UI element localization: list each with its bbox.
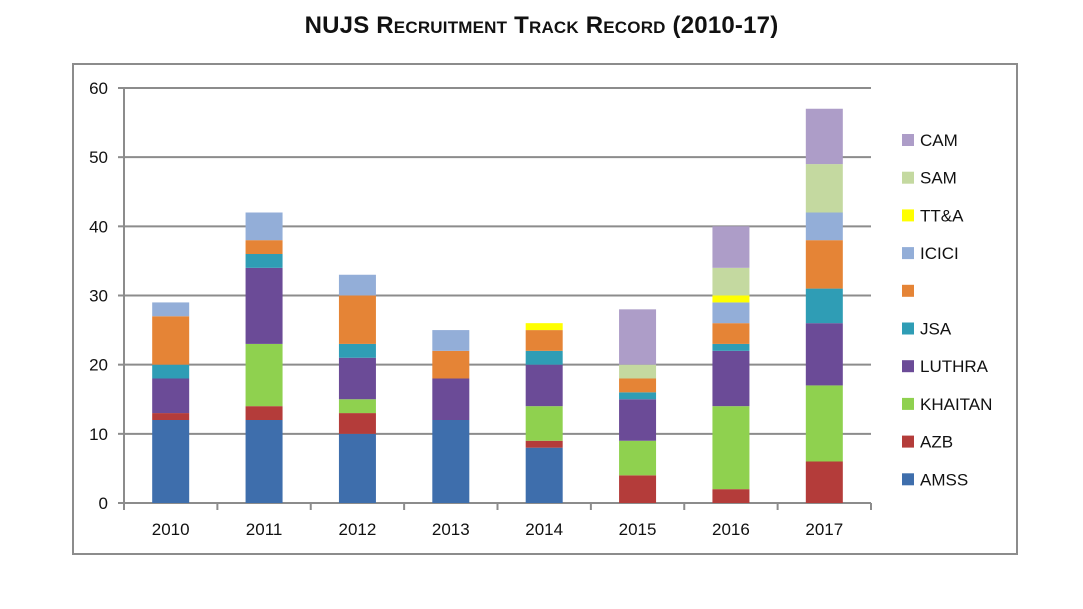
bar-segment-2012-series-5 — [338, 295, 376, 344]
legend-label: JSA — [920, 320, 952, 339]
legend-label: ICICI — [920, 244, 959, 263]
bar-segment-2012-luthra — [338, 357, 376, 400]
legend-swatch-azb — [902, 435, 914, 448]
bar-segment-2014-khaitan — [525, 406, 563, 441]
x-tick-label: 2016 — [712, 520, 750, 539]
bar-segment-2015-khaitan — [619, 440, 657, 476]
bar-segment-2016-tt-a — [712, 295, 750, 303]
legend-label: CAM — [920, 131, 958, 150]
legend-label: AZB — [920, 433, 953, 452]
y-tick-label: 30 — [89, 287, 108, 306]
bar-segment-2012-icici — [338, 274, 376, 296]
bar-segment-2012-azb — [338, 413, 376, 434]
bar-segment-2017-khaitan — [805, 385, 843, 462]
bar-segment-2011-icici — [245, 212, 283, 241]
bar-segment-2010-azb — [152, 413, 190, 420]
bar-segment-2016-khaitan — [712, 406, 750, 490]
x-tick-label: 2012 — [339, 520, 377, 539]
x-tick-label: 2014 — [525, 520, 563, 539]
bar-segment-2014-series-5 — [525, 330, 563, 351]
bar-segment-2010-jsa — [152, 364, 190, 379]
legend-label: LUTHRA — [920, 357, 989, 376]
bar-segment-2017-cam — [805, 108, 843, 165]
bar-segment-2017-luthra — [805, 323, 843, 386]
y-tick-label: 60 — [89, 79, 108, 98]
legend-swatch-icici — [902, 247, 914, 260]
y-tick-label: 0 — [99, 494, 108, 513]
bar-segment-2010-series-5 — [152, 316, 190, 365]
legend-swatch-jsa — [902, 322, 914, 335]
bar-segment-2015-jsa — [619, 392, 657, 400]
bar-segment-2013-amss — [432, 420, 470, 503]
legend-label: TT&A — [920, 206, 964, 225]
bar-segment-2011-amss — [245, 420, 283, 503]
bar-segment-2013-luthra — [432, 378, 470, 420]
x-tick-label: 2011 — [246, 520, 283, 539]
legend-label: SAM — [920, 169, 957, 188]
x-tick-label: 2013 — [432, 520, 470, 539]
bar-segment-2015-sam — [619, 364, 657, 379]
chart-title: NUJS Recruitment Track Record (2010-17) — [304, 12, 779, 39]
bar-segment-2016-series-5 — [712, 323, 750, 344]
legend-swatch-sam — [902, 171, 914, 184]
legend-swatch-khaitan — [902, 397, 914, 410]
bar-segment-2015-azb — [619, 475, 657, 503]
x-tick-label: 2015 — [619, 520, 657, 539]
bar-segment-2014-amss — [525, 447, 563, 503]
bar-segment-2011-luthra — [245, 267, 283, 344]
bar-segment-2017-sam — [805, 164, 843, 213]
legend-swatch-cam — [902, 134, 914, 146]
y-tick-label: 10 — [89, 425, 108, 444]
bar-segment-2015-cam — [619, 309, 657, 365]
bar-segment-2017-icici — [805, 212, 843, 241]
legend-swatch-luthra — [902, 360, 914, 373]
y-tick-label: 20 — [89, 356, 108, 375]
legend-label: KHAITAN — [920, 395, 992, 414]
bar-segment-2014-tt-a — [525, 323, 563, 331]
bar-segment-2014-azb — [525, 440, 563, 448]
bar-segment-2011-series-5 — [245, 240, 283, 254]
bar-segment-2013-series-5 — [432, 350, 470, 379]
bar-segment-2017-jsa — [805, 288, 843, 324]
bar-segment-2014-luthra — [525, 364, 563, 407]
bar-segment-2017-series-5 — [805, 240, 843, 289]
bar-segment-2016-jsa — [712, 343, 750, 351]
bar-segment-2012-khaitan — [338, 399, 376, 414]
legend-swatch-tt-a — [902, 209, 914, 222]
bar-segment-2016-sam — [712, 267, 750, 296]
bar-segment-2012-amss — [338, 433, 376, 503]
y-tick-label: 40 — [89, 217, 108, 236]
bar-segment-2016-luthra — [712, 350, 750, 407]
bar-segment-2010-luthra — [152, 378, 190, 414]
bar-segment-2017-azb — [805, 461, 843, 503]
bar-segment-2010-icici — [152, 302, 190, 317]
bar-segment-2015-luthra — [619, 399, 657, 441]
x-tick-label: 2010 — [152, 520, 190, 539]
bar-segment-2014-jsa — [525, 350, 563, 365]
bar-segment-2011-khaitan — [245, 343, 283, 407]
legend-label: AMSS — [920, 470, 968, 489]
legend-swatch-unnamed — [902, 284, 914, 297]
bar-segment-2012-jsa — [338, 343, 376, 358]
bar-segment-2011-azb — [245, 406, 283, 420]
chart-frame — [72, 63, 1018, 555]
legend-swatch-amss — [902, 473, 914, 486]
y-tick-label: 50 — [89, 148, 108, 167]
bar-segment-2016-azb — [712, 489, 750, 503]
bar-segment-2016-cam — [712, 226, 750, 268]
bar-segment-2013-icici — [432, 330, 470, 351]
bar-segment-2015-series-5 — [619, 378, 657, 393]
x-tick-label: 2017 — [805, 520, 843, 539]
bar-segment-2011-jsa — [245, 254, 283, 268]
bar-segment-2010-amss — [152, 420, 190, 503]
bar-segment-2016-icici — [712, 302, 750, 324]
